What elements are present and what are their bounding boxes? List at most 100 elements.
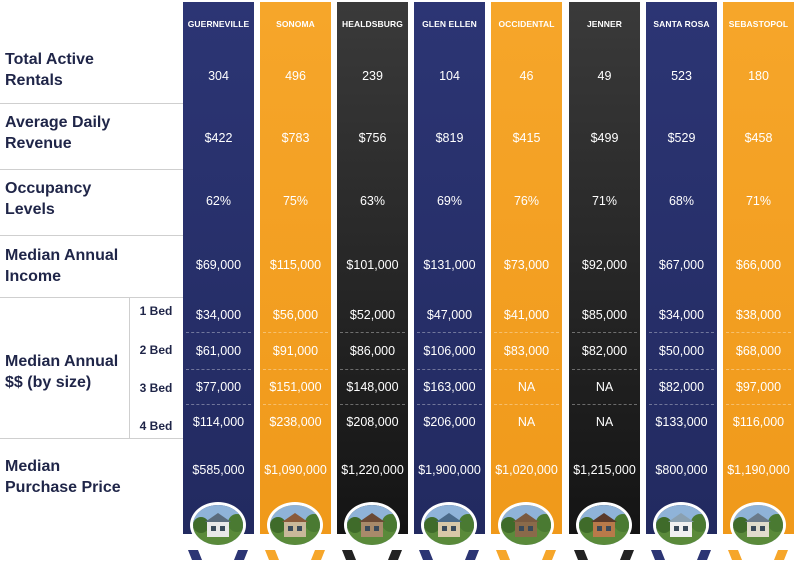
- table-cell: $106,000: [423, 344, 476, 358]
- table-cell: $67,000: [658, 258, 705, 272]
- property-photo: [344, 502, 400, 548]
- table-cell: 180: [748, 69, 769, 83]
- column-occidental: OCCIDENTAL 46 $415 76% $73,000 $41,000 $83,000…: [491, 2, 562, 534]
- property-photo: [421, 502, 477, 548]
- sub-label-3-bed: 3 Bed: [139, 381, 173, 395]
- column-jenner: JENNER 49 $499 71% $92,000 $85,000 $82,000 NA NA…: [569, 2, 640, 534]
- column-header-jenner: JENNER: [586, 19, 623, 29]
- row-label-median-annual-by-size: Median Annual $$ (by size): [5, 353, 119, 391]
- table-cell: $1,020,000: [495, 463, 558, 477]
- column-glen-ellen: GLEN ELLEN 104 $819 69% $131,000 $47,000 $106,…: [414, 2, 485, 534]
- table-cell: $1,090,000: [264, 463, 327, 477]
- property-photo: [498, 502, 554, 548]
- column-sebastopol: SEBASTOPOL 180 $458 71% $66,000 $38,000 $68,00…: [723, 2, 794, 534]
- cell-divider: [340, 332, 405, 333]
- table-cell: $783: [281, 131, 310, 145]
- table-cell: $83,000: [503, 344, 550, 358]
- cell-divider: [572, 404, 637, 405]
- column-sonoma: SONOMA 496 $783 75% $115,000 $56,000 $91,000 $1…: [260, 2, 331, 534]
- column-header-glen-ellen: GLEN ELLEN: [422, 19, 477, 29]
- table-cell: $163,000: [423, 380, 476, 394]
- table-cell: 76%: [513, 194, 540, 208]
- table-cell: $50,000: [658, 344, 705, 358]
- table-cell: $82,000: [658, 380, 705, 394]
- table-cell: $1,190,000: [727, 463, 790, 477]
- row-divider: [0, 297, 183, 298]
- table-cell: $66,000: [735, 258, 782, 272]
- column-header-sebastopol: SEBASTOPOL: [728, 19, 789, 29]
- cell-divider: [649, 369, 714, 370]
- table-cell: $458: [744, 131, 773, 145]
- cell-divider: [572, 332, 637, 333]
- table-cell: $82,000: [581, 344, 628, 358]
- column-header-sonoma: SONOMA: [276, 19, 315, 29]
- table-cell: NA: [595, 415, 614, 429]
- cell-divider: [340, 369, 405, 370]
- cell-divider: [726, 332, 791, 333]
- cell-divider: [726, 369, 791, 370]
- cell-divider: [417, 404, 482, 405]
- cell-divider: [494, 369, 559, 370]
- cell-divider: [572, 369, 637, 370]
- column-chevron: [188, 547, 248, 560]
- table-cell: $101,000: [346, 258, 399, 272]
- cell-divider: [186, 332, 251, 333]
- table-cell: $34,000: [658, 307, 705, 322]
- table-cell: 496: [285, 69, 306, 83]
- column-header-healdsburg: HEALDSBURG: [342, 19, 403, 29]
- table-cell: $1,215,000: [573, 463, 636, 477]
- table-cell: $800,000: [655, 463, 708, 477]
- table-cell: $148,000: [346, 380, 399, 394]
- property-photo: [730, 502, 786, 548]
- table-cell: $91,000: [272, 344, 319, 358]
- column-chevron: [496, 547, 556, 560]
- table-cell: $38,000: [735, 307, 782, 322]
- row-divider: [0, 103, 183, 104]
- table-cell: $133,000: [655, 415, 708, 429]
- row-divider: [0, 169, 183, 170]
- sub-label-2-bed: 2 Bed: [139, 343, 173, 357]
- table-cell: NA: [595, 380, 614, 394]
- table-cell: $1,220,000: [341, 463, 404, 477]
- row-label-occupancy-levels: Occupancy Levels: [5, 180, 92, 218]
- table-cell: 239: [362, 69, 383, 83]
- cell-divider: [649, 332, 714, 333]
- table-cell: $85,000: [581, 307, 628, 322]
- row-label-total-active-rentals: Total Active Rentals: [5, 51, 94, 89]
- table-cell: 49: [597, 69, 612, 83]
- cell-divider: [417, 369, 482, 370]
- table-cell: 68%: [668, 194, 695, 208]
- table-cell: $114,000: [192, 415, 245, 429]
- cell-divider: [186, 404, 251, 405]
- column-chevron: [574, 547, 634, 560]
- table-cell: 69%: [436, 194, 463, 208]
- row-divider: [0, 235, 183, 236]
- table-cell: $86,000: [349, 344, 396, 358]
- table-cell: $529: [667, 131, 696, 145]
- table-cell: 104: [439, 69, 460, 83]
- column-santa-rosa: SANTA ROSA 523 $529 68% $67,000 $34,000 $50,00…: [646, 2, 717, 534]
- sub-label-1-bed: 1 Bed: [139, 304, 173, 318]
- cell-divider: [186, 369, 251, 370]
- table-cell: $499: [590, 131, 619, 145]
- column-chevron: [265, 547, 325, 560]
- table-cell: $69,000: [195, 258, 242, 272]
- table-cell: $238,000: [269, 415, 322, 429]
- size-group-divider: [129, 297, 130, 438]
- column-chevron: [728, 547, 788, 560]
- property-photo: [653, 502, 709, 548]
- table-cell: 46: [519, 69, 534, 83]
- table-cell: $585,000: [192, 463, 245, 477]
- row-label-average-daily-revenue: Average Daily Revenue: [5, 114, 111, 152]
- table-cell: $756: [358, 131, 387, 145]
- table-cell: $115,000: [269, 258, 322, 272]
- property-photo: [190, 502, 246, 548]
- column-header-occidental: OCCIDENTAL: [498, 19, 555, 29]
- table-cell: $34,000: [195, 307, 242, 322]
- column-chevron: [651, 547, 711, 560]
- table-cell: 62%: [205, 194, 232, 208]
- cell-divider: [263, 332, 328, 333]
- table-cell: $151,000: [269, 380, 322, 394]
- table-cell: $41,000: [503, 307, 550, 322]
